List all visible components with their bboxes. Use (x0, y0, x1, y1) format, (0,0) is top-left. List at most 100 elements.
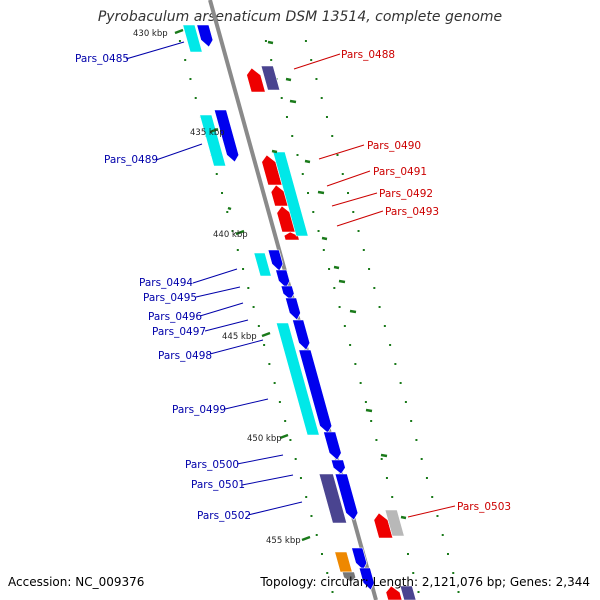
track-dot (322, 249, 325, 251)
cyan-block (275, 322, 320, 436)
track-dot (194, 97, 197, 99)
cds-forward (323, 431, 342, 461)
track-dot (221, 192, 224, 194)
track-dot (226, 211, 229, 213)
track-dot (320, 553, 323, 555)
track-dot (359, 382, 362, 384)
gene-label: Pars_0492 (379, 188, 433, 200)
label-leader-line (209, 339, 264, 355)
cds-forward (292, 319, 311, 351)
track-dot (375, 439, 378, 441)
gene-label: Pars_0485 (75, 53, 129, 65)
track-dot (284, 420, 287, 422)
segment-mark (349, 309, 357, 314)
track-dot (242, 268, 245, 270)
track-dot (425, 477, 428, 479)
segment-mark (289, 99, 297, 104)
cyan-block (253, 252, 272, 277)
track-dot (368, 268, 371, 270)
track-dot (354, 363, 357, 365)
gene-label: Pars_0494 (139, 277, 193, 289)
track-dot (264, 40, 267, 42)
gene-label: Pars_0490 (367, 140, 421, 152)
track-dot (352, 211, 355, 213)
track-dot (347, 192, 350, 194)
slate-block (260, 65, 281, 91)
accession-text: Accession: NC_009376 (8, 575, 145, 589)
gene-labels: Pars_0485 Pars_0488 Pars_0489 Pars_0490 Pars… (75, 41, 511, 522)
cds-forward (196, 24, 214, 48)
label-leader-line (326, 170, 371, 187)
track-dot (257, 325, 260, 327)
track-dot (446, 553, 449, 555)
track-dot (312, 211, 315, 213)
feature-layer (182, 24, 417, 600)
track-dot (294, 458, 297, 460)
track-dot (328, 268, 331, 270)
track-dot (315, 534, 318, 536)
segment-mark (400, 515, 407, 520)
scale-tick (301, 535, 311, 542)
track-dot (270, 59, 273, 61)
track-dot (357, 230, 360, 232)
track-dot (417, 591, 420, 593)
track-dot (310, 515, 313, 517)
track-dot (304, 40, 307, 42)
track-dot (391, 496, 394, 498)
track-dot (410, 420, 413, 422)
track-dot (441, 534, 444, 536)
gene-label: Pars_0500 (185, 459, 239, 471)
track-dot (380, 458, 383, 460)
track-dot (231, 230, 234, 232)
gene-label: Pars_0501 (191, 479, 245, 491)
genome-summary-text: Topology: circular; Length: 2,121,076 bp… (260, 575, 590, 589)
gene-label: Pars_0489 (104, 154, 158, 166)
track-dot (420, 458, 423, 460)
track-dot (341, 173, 344, 175)
track-dot (389, 344, 392, 346)
label-leader-line (192, 268, 238, 284)
label-leader-line (293, 53, 341, 70)
track-dot (301, 173, 304, 175)
cds-forward (341, 571, 357, 583)
label-leader-line (195, 286, 241, 298)
label-leader-line (247, 501, 303, 516)
track-dot (436, 515, 439, 517)
gene-label: Pars_0491 (373, 166, 427, 178)
scale-tick (279, 433, 289, 440)
track-dot (349, 344, 352, 346)
track-dot (285, 116, 288, 118)
segment-mark (285, 77, 292, 82)
scale-tick-label: 445 kbp (222, 332, 257, 342)
track-dot (373, 287, 376, 289)
track-dot (317, 230, 320, 232)
track-dot (457, 591, 460, 593)
segment-mark (321, 236, 328, 241)
slate-block (399, 585, 417, 600)
label-leader-line (155, 143, 203, 161)
label-leader-line (336, 210, 384, 227)
label-leader-line (331, 192, 378, 207)
track-dot (273, 382, 276, 384)
gene-label: Pars_0498 (158, 350, 212, 362)
track-dot (383, 325, 386, 327)
cds-forward (330, 459, 346, 475)
scale-tick-label: 430 kbp (133, 29, 168, 39)
track-dot (370, 420, 373, 422)
scale-tick-label: 435 kbp (190, 128, 225, 138)
segment-mark (227, 206, 232, 211)
segment-mark (267, 40, 274, 45)
track-dot (184, 59, 187, 61)
cds-forward (334, 473, 359, 521)
cds-forward (213, 109, 240, 163)
orange-block (334, 551, 353, 573)
track-dot (236, 249, 239, 251)
cyan-block (182, 24, 203, 53)
scale-tick (235, 229, 245, 236)
label-leader-line (241, 474, 294, 486)
track-dot (385, 477, 388, 479)
scale-tick (209, 127, 219, 134)
track-dot (305, 496, 308, 498)
track-dot (338, 306, 341, 308)
track-dot (431, 496, 434, 498)
